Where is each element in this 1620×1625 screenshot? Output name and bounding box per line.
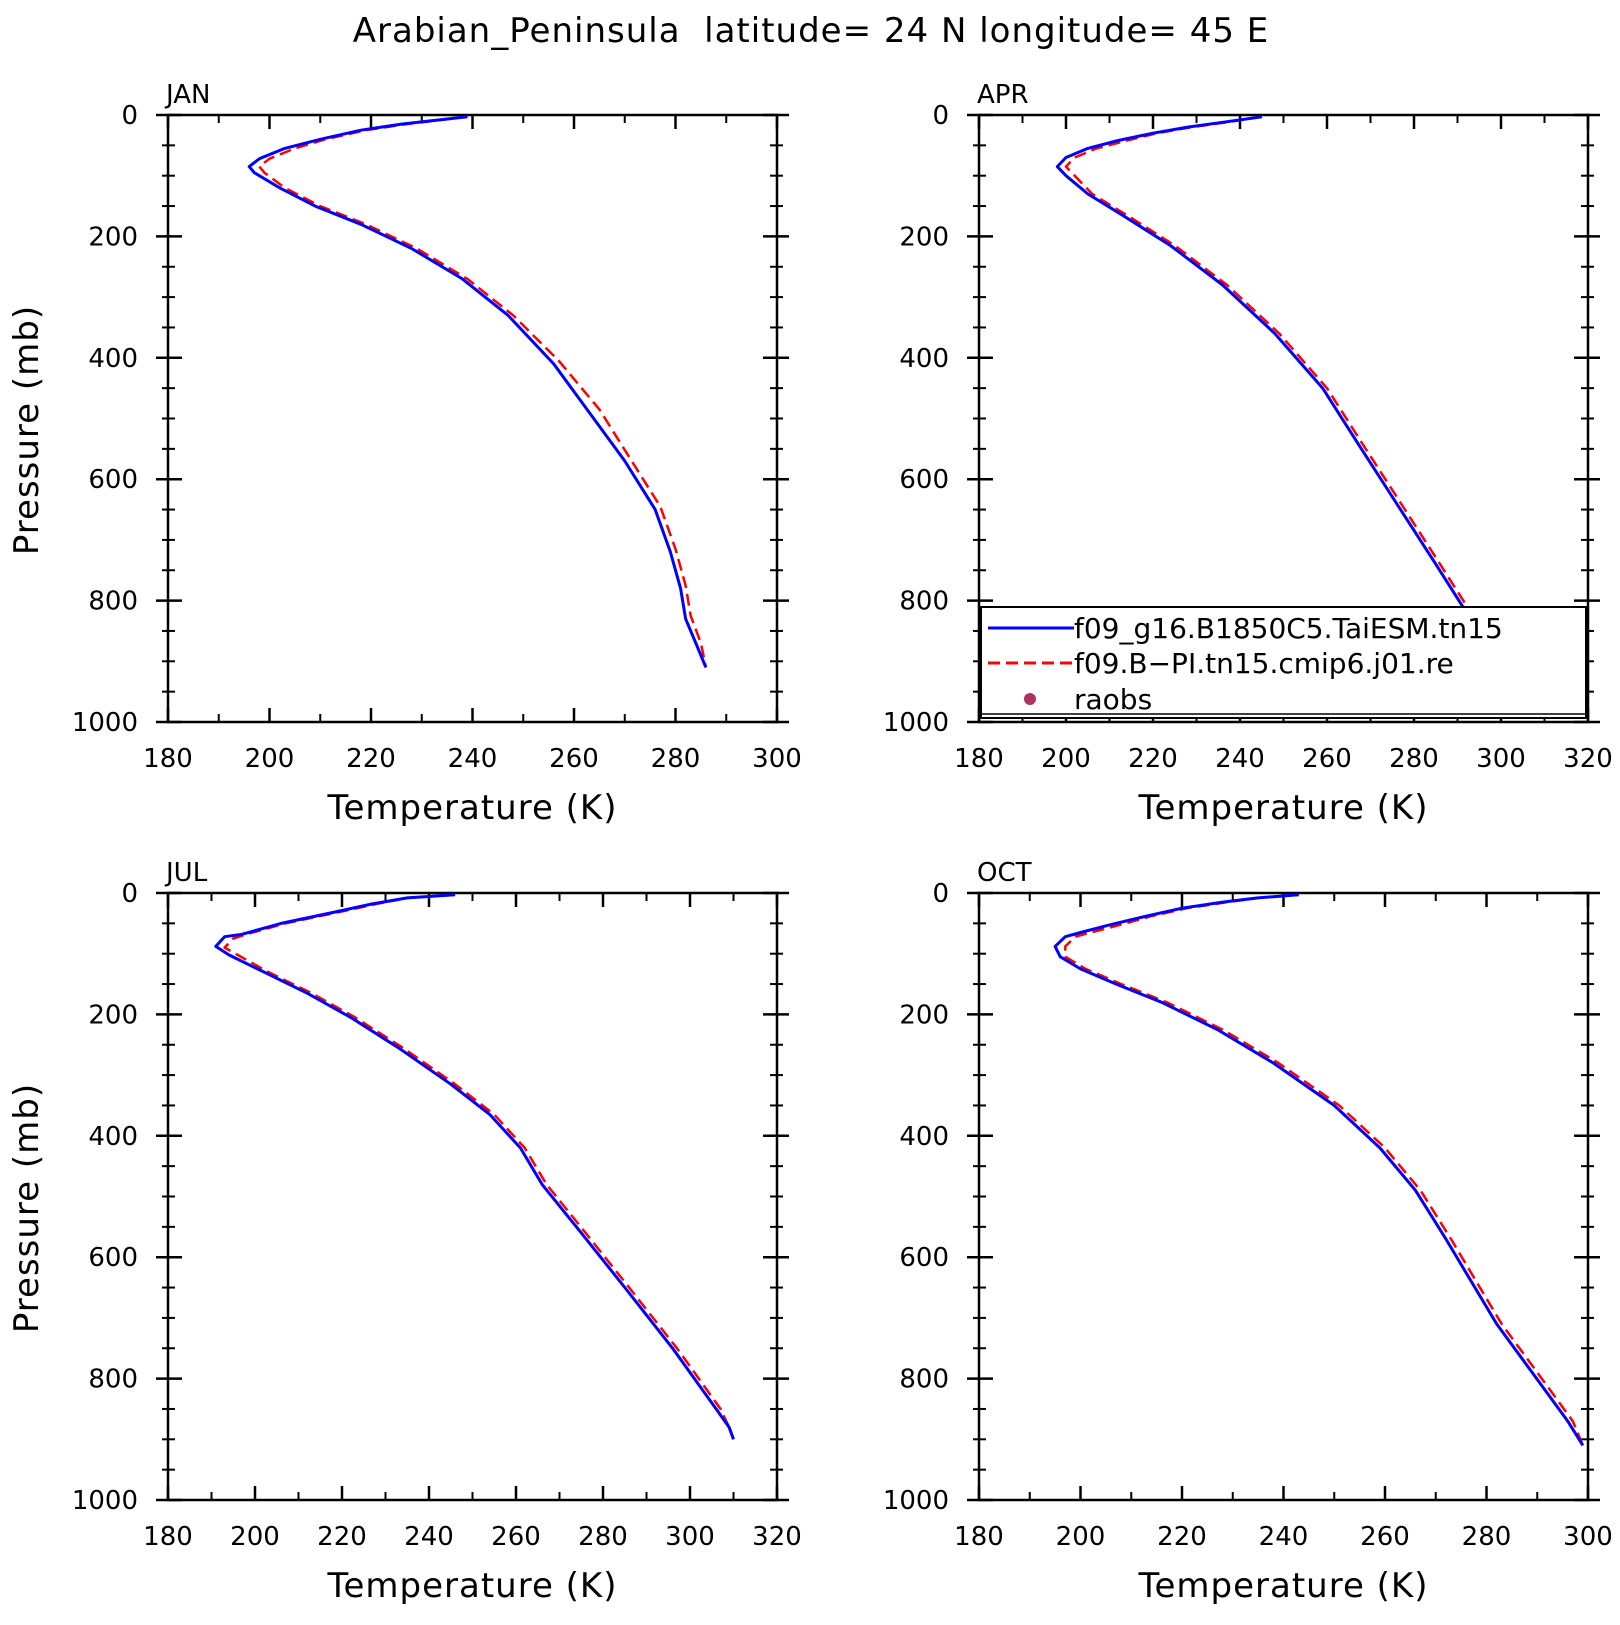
series-line-taiesm (214, 893, 735, 1440)
x-tick-label: 180 (143, 1522, 193, 1552)
x-tick-label: 300 (752, 744, 802, 774)
y-tick-label: 400 (88, 1122, 138, 1152)
y-tick-label: 1000 (72, 1486, 138, 1516)
plot-frame (166, 113, 779, 724)
y-tick-label: 200 (88, 1000, 138, 1030)
x-tick-label: 300 (1476, 744, 1526, 774)
x-tick-label: 220 (1157, 1522, 1207, 1552)
x-tick-label: 280 (578, 1522, 628, 1552)
panel-oct: OCT 180 200 220 240 260 280 300 0 200 400 600 800 100… (883, 858, 1613, 1606)
panels: JAN 180 200 220 240 260 280 300 0 200 400 600 800 100… (7, 80, 1613, 1606)
x-axis-label: Temperature (K) (326, 1566, 617, 1606)
x-tick-label: 200 (1041, 744, 1091, 774)
x-tick-label: 320 (752, 1522, 802, 1552)
legend: f09_g16.B1850C5.TaiESM.tn15f09.B−PI.tn15… (980, 606, 1587, 719)
legend-box (980, 606, 1587, 719)
panel-label: JAN (164, 80, 210, 110)
x-tick-label: 180 (143, 744, 193, 774)
x-tick-label: 220 (1128, 744, 1178, 774)
series-line-taiesm (1055, 115, 1507, 666)
panel-label: APR (977, 80, 1029, 110)
x-tick-label: 280 (651, 744, 701, 774)
series-line-taiesm (1053, 893, 1585, 1447)
x-tick-label: 240 (448, 744, 498, 774)
y-tick-label: 400 (899, 1122, 949, 1152)
y-tick-label: 0 (932, 101, 949, 131)
y-tick-label: 200 (899, 1000, 949, 1030)
x-tick-label: 220 (317, 1522, 367, 1552)
series-line-cmip6 (258, 115, 708, 668)
x-axis-label: Temperature (K) (1137, 788, 1428, 828)
x-tick-label: 240 (1215, 744, 1265, 774)
y-tick-label: 800 (88, 587, 138, 617)
x-tick-label: 260 (491, 1522, 541, 1552)
x-axis-label: Temperature (K) (326, 788, 617, 828)
panel-jul: JUL 180 200 220 240 260 280 300 320 0 200 400 600 800… (7, 858, 802, 1606)
series-line-cmip6 (1064, 115, 1507, 665)
y-tick-label: 800 (899, 587, 949, 617)
y-tick-label: 200 (899, 222, 949, 252)
x-tick-label: 320 (1563, 744, 1613, 774)
y-axis-label: Pressure (mb) (7, 305, 47, 555)
y-tick-label: 1000 (883, 708, 949, 738)
plot-frame (977, 891, 1590, 1502)
x-tick-label: 300 (1563, 1522, 1613, 1552)
y-tick-label: 400 (899, 344, 949, 374)
x-tick-label: 280 (1462, 1522, 1512, 1552)
x-tick-label: 200 (230, 1522, 280, 1552)
legend-marker-raobs (1024, 693, 1036, 705)
x-axis-label: Temperature (K) (1137, 1566, 1428, 1606)
panel-jan: JAN 180 200 220 240 260 280 300 0 200 400 600 800 100… (7, 80, 802, 828)
plot-frame (166, 891, 779, 1502)
y-tick-label: 200 (88, 222, 138, 252)
y-tick-label: 0 (121, 879, 138, 909)
y-tick-label: 600 (88, 465, 138, 495)
y-axis-label: Pressure (mb) (7, 1083, 47, 1333)
x-tick-label: 180 (954, 1522, 1004, 1552)
y-tick-label: 0 (932, 879, 949, 909)
y-tick-label: 1000 (72, 708, 138, 738)
x-tick-label: 220 (346, 744, 396, 774)
x-tick-label: 240 (1259, 1522, 1309, 1552)
legend-entry-label: f09_g16.B1850C5.TaiESM.tn15 (1074, 612, 1503, 645)
y-tick-label: 0 (121, 101, 138, 131)
y-tick-label: 600 (88, 1243, 138, 1273)
x-tick-label: 280 (1389, 744, 1439, 774)
series-line-cmip6 (223, 893, 735, 1440)
y-tick-label: 800 (88, 1365, 138, 1395)
panel-label: JUL (164, 858, 208, 888)
panel-label: OCT (977, 858, 1032, 888)
x-tick-label: 260 (1360, 1522, 1410, 1552)
y-tick-label: 600 (899, 1243, 949, 1273)
x-tick-label: 200 (245, 744, 295, 774)
y-tick-label: 1000 (883, 1486, 949, 1516)
legend-entry-label: f09.B−PI.tn15.cmip6.j01.re (1074, 647, 1454, 680)
legend-entry-label: raobs (1074, 683, 1152, 716)
x-tick-label: 240 (404, 1522, 454, 1552)
x-tick-label: 200 (1056, 1522, 1106, 1552)
figure-title: Arabian_Peninsula latitude= 24 N longitu… (353, 11, 1270, 51)
panel-apr: APR 180 200 220 240 260 280 300 320 0 200 400 600 800… (883, 80, 1613, 828)
x-tick-label: 260 (1302, 744, 1352, 774)
series-line-cmip6 (1064, 893, 1585, 1446)
y-tick-label: 400 (88, 344, 138, 374)
x-tick-label: 300 (665, 1522, 715, 1552)
x-tick-label: 260 (549, 744, 599, 774)
x-tick-label: 180 (954, 744, 1004, 774)
y-tick-label: 800 (899, 1365, 949, 1395)
series-line-taiesm (247, 115, 708, 668)
y-tick-label: 600 (899, 465, 949, 495)
